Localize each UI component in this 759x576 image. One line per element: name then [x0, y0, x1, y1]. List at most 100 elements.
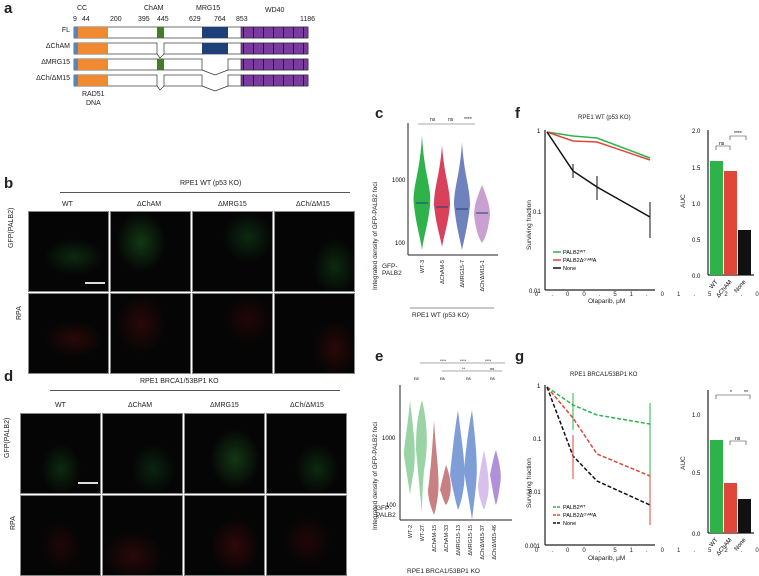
svg-text:0.01: 0.01 [529, 490, 541, 496]
svg-text:0.1: 0.1 [533, 437, 542, 443]
column-label: WT [62, 201, 73, 208]
column-label: ΔCh/ΔM15 [296, 201, 330, 208]
svg-text:ns: ns [440, 376, 446, 381]
svg-text:****: **** [460, 358, 467, 363]
svg-text:1000: 1000 [382, 436, 396, 442]
group-label: RPE1 BRCA1/53BP1 KO [407, 568, 480, 575]
svg-text:2.0: 2.0 [692, 129, 701, 135]
pos-label: 395 [138, 16, 150, 23]
chart-title: RPE1 WT (p53 KO) [578, 115, 631, 121]
y-axis-label: AUC [680, 194, 687, 208]
svg-text:100: 100 [386, 503, 397, 509]
construct-label: ΔChAM [45, 43, 70, 50]
svg-text:WT: WT [709, 279, 720, 290]
svg-text:WT-2: WT-2 [408, 525, 414, 538]
micrograph-gfp-dchdm15 [274, 211, 355, 292]
svg-text:1: 1 [537, 129, 541, 135]
svg-text:PALB2ᵂᵀ: PALB2ᵂᵀ [563, 249, 586, 256]
column-label: ΔChAM [137, 201, 162, 208]
svg-text:0.0: 0.0 [692, 532, 701, 538]
micrograph-rpa-dmrg15 [184, 495, 265, 576]
micrograph-rpa-dchdm15 [274, 293, 355, 374]
x-axis-label: Olaparib, μM [588, 298, 626, 305]
survival-chart-g: 1 0.1 0.01 0.001 PALB2ᵂᵀ PALB2ΔᶜʰᴬᴹA None [525, 384, 655, 550]
pos-label: 853 [236, 16, 248, 23]
panel-label-c: c [375, 105, 384, 122]
svg-text:ΔChAM-33: ΔChAM-33 [444, 525, 450, 552]
svg-text:0.1: 0.1 [533, 210, 542, 216]
row-label: RPA [10, 516, 17, 530]
pos-label: 764 [214, 16, 226, 23]
svg-text:ΔChAM-15: ΔChAM-15 [432, 525, 438, 552]
sig-label: ns [448, 117, 454, 123]
divider [50, 390, 340, 391]
panel-label-d: d [4, 368, 14, 385]
svg-text:None: None [563, 266, 576, 272]
svg-text:0.001: 0.001 [525, 544, 541, 550]
y-axis-label: Surviving fraction [526, 200, 533, 250]
row-label: GFP-PALB2 [382, 263, 402, 277]
domain-cham-label: ChAM [144, 5, 164, 12]
svg-text:None: None [563, 521, 576, 527]
svg-text:ΔCh/ΔM15-46: ΔCh/ΔM15-46 [492, 525, 498, 560]
panel-b-title: RPE1 WT (p53 KO) [180, 180, 242, 187]
svg-text:ΔChAM-5: ΔChAM-5 [440, 260, 446, 284]
pos-label: 9 [73, 16, 77, 23]
scale-bar [78, 482, 98, 484]
rad51-label: RAD51 [82, 91, 105, 98]
svg-text:1.5: 1.5 [692, 166, 701, 172]
svg-text:ΔCh/ΔM15-37: ΔCh/ΔM15-37 [480, 525, 486, 560]
panel-label-e: e [375, 348, 384, 365]
svg-text:PALB2ΔᶜʰᴬᴹA: PALB2ΔᶜʰᴬᴹA [563, 256, 597, 264]
svg-text:****: **** [485, 358, 492, 363]
column-label: ΔMRG15 [210, 402, 239, 409]
svg-text:1000: 1000 [392, 178, 406, 184]
svg-text:ΔCh/ΔM15-1: ΔCh/ΔM15-1 [480, 260, 486, 292]
micrograph-gfp-wt [28, 211, 109, 292]
y-axis-label: Integrated density of GFP-PALB2 foci [372, 182, 379, 290]
svg-text:ΔMRG15-7: ΔMRG15-7 [460, 260, 466, 288]
pos-label: 44 [82, 16, 90, 23]
svg-text:0.0: 0.0 [692, 274, 701, 280]
svg-text:ns: ns [414, 376, 420, 381]
micrograph-gfp-dcham [102, 413, 183, 494]
svg-text:100: 100 [395, 241, 406, 247]
micrograph-rpa-dcham [110, 293, 191, 374]
chart-title: RPE1 BRCA1/53BP1 KO [570, 372, 638, 378]
panel-d-title: RPE1 BRCA1/53BP1 KO [140, 378, 219, 385]
row-label: GFP-PALB2 [376, 505, 396, 519]
svg-text:WT-27: WT-27 [420, 525, 426, 541]
micrograph-gfp-dmrg15 [192, 211, 273, 292]
svg-text:1.0: 1.0 [692, 413, 701, 419]
dna-label: DNA [86, 100, 101, 107]
x-tick-labels: 0.00.51.01.52.0 [535, 548, 759, 554]
x-tick-labels: 0.00.51.01.52.0 [535, 292, 759, 298]
micrograph-rpa-dchdm15 [266, 495, 347, 576]
svg-text:0.01: 0.01 [529, 289, 541, 295]
svg-text:WT-3: WT-3 [420, 260, 426, 273]
domain-wd40-label: WD40 [265, 7, 285, 14]
domain-cc-label: CC [77, 5, 88, 12]
micrograph-gfp-dchdm15 [266, 413, 347, 494]
scale-bar [85, 282, 105, 284]
panel-label-b: b [4, 175, 14, 192]
column-label: ΔMRG15 [218, 201, 247, 208]
divider [60, 192, 350, 193]
y-axis-label: AUC [680, 456, 687, 470]
svg-text:None: None [734, 279, 748, 294]
svg-text:****: **** [440, 358, 447, 363]
svg-text:0.5: 0.5 [692, 471, 701, 477]
micrograph-gfp-dmrg15 [184, 413, 265, 494]
micrograph-rpa-dmrg15 [192, 293, 273, 374]
svg-text:ns: ns [719, 141, 725, 147]
pos-label: 200 [110, 16, 122, 23]
micrograph-gfp-dcham [110, 211, 191, 292]
row-label: GFP(PALB2) [8, 207, 15, 248]
construct-label: ΔMRG15 [41, 59, 70, 66]
svg-text:ns: ns [735, 436, 741, 442]
svg-text:None: None [734, 537, 748, 552]
construct-bars [73, 26, 309, 92]
